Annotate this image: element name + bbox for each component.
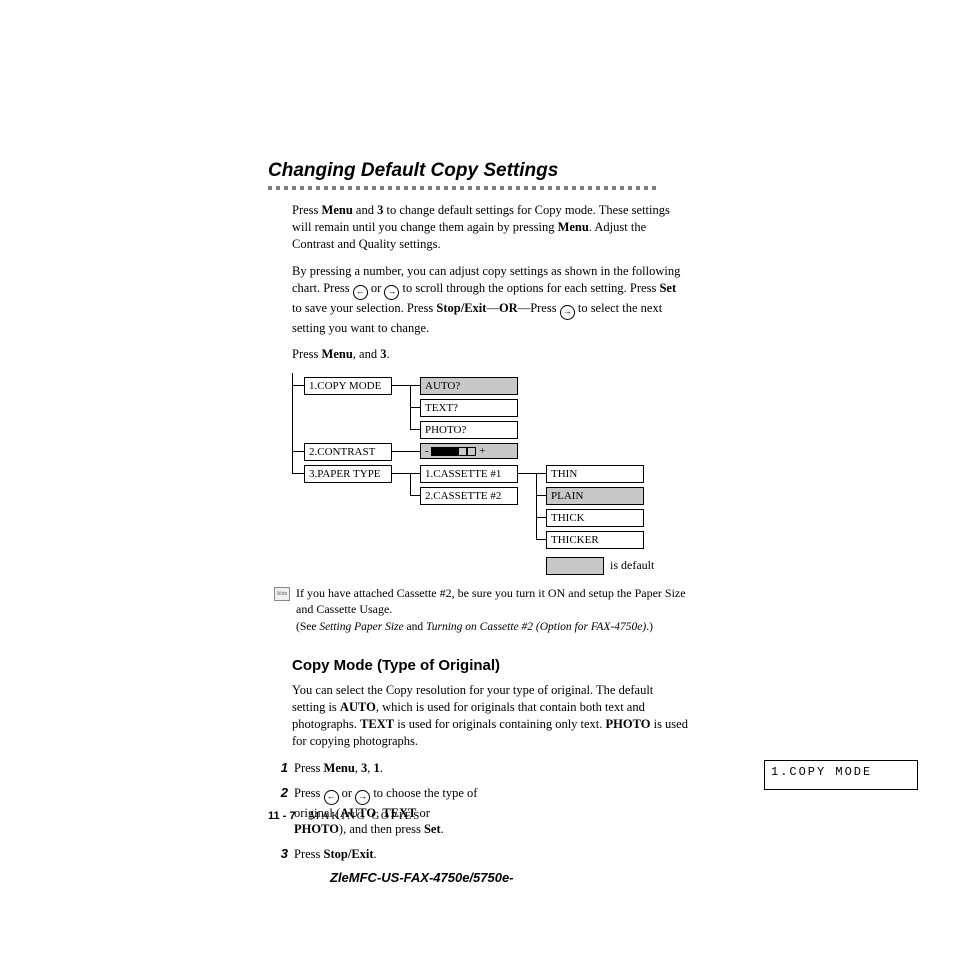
step-1-text: Press Menu, 3, 1. <box>294 760 383 777</box>
menu-item-contrast: 2.CONTRAST <box>304 443 392 461</box>
step-number: 1 <box>268 760 288 775</box>
menu-diagram: 1.COPY MODE AUTO? TEXT? PHOTO? 2.CONTRAS… <box>292 373 688 573</box>
menu-item-paper-type: 3.PAPER TYPE <box>304 465 392 483</box>
contrast-bar: - + <box>420 443 518 459</box>
menu-item-copy-mode: 1.COPY MODE <box>304 377 392 395</box>
option-thin: THIN <box>546 465 644 483</box>
document-id: ZleMFC-US-FAX-4750e/5750e- <box>330 870 514 885</box>
intro-paragraph-2: By pressing a number, you can adjust cop… <box>292 263 688 337</box>
intro-paragraph-3: Press Menu, and 3. <box>292 346 688 363</box>
option-cassette1: 1.CASSETTE #1 <box>420 465 518 483</box>
note-text: If you have attached Cassette #2, be sur… <box>296 585 688 617</box>
intro-paragraph-1: Press Menu and 3 to change default setti… <box>292 202 688 253</box>
option-text: TEXT? <box>420 399 518 417</box>
section-title: Changing Default Copy Settings <box>268 160 688 182</box>
default-label: is default <box>610 558 654 573</box>
lcd-display: 1.COPY MODE <box>764 760 918 790</box>
note-icon: Note <box>274 587 290 601</box>
option-plain: PLAIN <box>546 487 644 505</box>
option-thick: THICK <box>546 509 644 527</box>
copy-mode-intro: You can select the Copy resolution for y… <box>292 682 688 750</box>
step-3-text: Press Stop/Exit. <box>294 846 377 863</box>
step-number: 3 <box>268 846 288 861</box>
note-reference: (See Setting Paper Size and Turning on C… <box>296 620 688 636</box>
option-auto: AUTO? <box>420 377 518 395</box>
right-arrow-icon: → <box>384 285 399 300</box>
left-arrow-icon: ← <box>324 790 339 805</box>
option-cassette2: 2.CASSETTE #2 <box>420 487 518 505</box>
right-arrow-icon: → <box>560 305 575 320</box>
default-swatch <box>546 557 604 575</box>
right-arrow-icon: → <box>355 790 370 805</box>
left-arrow-icon: ← <box>353 285 368 300</box>
page-footer: 11 - 7MAKING COPIES <box>268 810 421 822</box>
option-photo: PHOTO? <box>420 421 518 439</box>
dashed-rule <box>268 186 658 190</box>
subheading-copy-mode: Copy Mode (Type of Original) <box>292 657 688 674</box>
option-thicker: THICKER <box>546 531 644 549</box>
step-number: 2 <box>268 785 288 800</box>
